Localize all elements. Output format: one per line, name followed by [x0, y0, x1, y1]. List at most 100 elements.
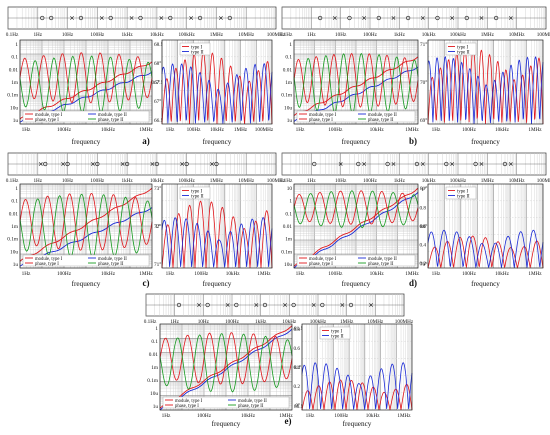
- legend-label: module, type II: [98, 113, 127, 118]
- pole-marker: [332, 16, 337, 20]
- zero-marker: [318, 15, 323, 21]
- plot-frame: [159, 323, 293, 411]
- strip-tick-label: 100kHz: [178, 178, 195, 184]
- pole-marker: [420, 162, 425, 166]
- legend-label: type I: [331, 330, 342, 335]
- y-tick-label: 1: [289, 199, 292, 205]
- strip-tick-label: 1kHz: [394, 178, 406, 184]
- series-line: [19, 193, 153, 259]
- y-tick-label-right: 71°: [420, 41, 427, 48]
- panel-label: b): [409, 136, 417, 146]
- strip-tick-label: 1Hz: [307, 32, 316, 38]
- strip-tick-label: 1MHz: [210, 178, 224, 184]
- zero-marker: [320, 302, 325, 308]
- zero-marker: [125, 161, 130, 167]
- legend-label: type I: [457, 46, 468, 51]
- strip-tick-label: 100MHz: [267, 178, 286, 184]
- strip-tick-label: 100kHz: [310, 319, 327, 325]
- plot-frame: [293, 183, 419, 269]
- x-tick-label: 1MHz: [257, 271, 271, 277]
- series-line: [159, 328, 293, 411]
- y-tick-label: 1u: [287, 118, 293, 124]
- x-axis-label: frequency: [471, 280, 500, 288]
- x-tick-label: 1MHz: [279, 413, 293, 419]
- y-tick-label-right: 66.5°: [154, 117, 165, 124]
- plot-frame: [427, 183, 544, 269]
- zero-marker: [49, 15, 54, 21]
- pole-marker: [61, 162, 66, 166]
- y-tick-label: 1: [155, 326, 158, 332]
- strip-tick-label: 1Hz: [33, 32, 42, 38]
- strip-tick-label: 10kHz: [422, 178, 437, 184]
- pole-marker: [479, 162, 484, 166]
- strip-tick-label: 10Hz: [62, 178, 74, 184]
- pole-marker: [120, 162, 125, 166]
- y-tick-label: 0.01: [283, 67, 293, 73]
- pole-marker: [369, 303, 373, 307]
- x-tick-label: 1Hz: [306, 413, 315, 419]
- y-tick-label-right: 80.5°: [294, 403, 305, 410]
- y-tick-label: 0.4: [294, 365, 301, 371]
- pole-marker: [197, 303, 201, 307]
- strip-tick-label: 100Hz: [90, 32, 105, 38]
- plot-frame: [293, 39, 419, 125]
- x-tick-label: 100Hz: [197, 413, 212, 419]
- y-tick-label: 0.2: [420, 261, 427, 267]
- legend-label: type II: [331, 335, 344, 340]
- x-tick-label: 1Hz: [162, 413, 171, 419]
- zero-marker: [464, 15, 469, 21]
- zero-marker: [385, 161, 390, 167]
- y-tick-label: 0.1m: [281, 249, 293, 255]
- strip-tick-label: 100Hz: [363, 32, 378, 38]
- x-tick-label: 1MHz: [234, 127, 248, 133]
- y-tick-label: 0.8: [294, 327, 301, 333]
- series-line: [293, 52, 419, 115]
- x-tick-label: 100Hz: [462, 271, 477, 277]
- strip-tick-label: 1MHz: [210, 32, 224, 38]
- strip-tick-label: 1kHz: [121, 178, 133, 184]
- series-line: [19, 52, 153, 104]
- series-line: [19, 55, 153, 114]
- x-tick-label: 1MHz: [139, 271, 153, 277]
- strip-tick-label: 10Hz: [62, 32, 74, 38]
- strip-tick-label: 0.1Hz: [6, 32, 19, 38]
- y-tick-label: 0.6: [420, 224, 427, 230]
- legend-label: phase, type I: [309, 118, 333, 123]
- y-tick-label: 1m: [151, 365, 159, 371]
- y-tick-label-right: 80°: [420, 223, 427, 230]
- zero-marker: [227, 15, 232, 21]
- legend-box: [319, 326, 351, 340]
- series-line: [293, 190, 419, 229]
- legend-box: [296, 110, 416, 123]
- pole-marker: [218, 16, 223, 20]
- pole-marker: [311, 303, 316, 307]
- zero-marker: [95, 161, 100, 167]
- x-tick-label: 1Hz: [22, 127, 31, 133]
- x-tick-label: 10kHz: [226, 271, 241, 277]
- x-tick-label: 100MHz: [255, 127, 274, 133]
- pole-marker: [225, 303, 230, 307]
- strip-tick-label: 100Hz: [363, 178, 378, 184]
- y-tick-label: 1m: [285, 237, 293, 243]
- x-tick-label: 100Hz: [194, 271, 209, 277]
- y-tick-label: 1: [289, 42, 292, 48]
- y-tick-label: 1: [15, 42, 18, 48]
- pole-marker: [150, 162, 155, 166]
- zero-marker: [168, 15, 173, 21]
- x-tick-label: 100Hz: [187, 127, 202, 133]
- x-axis-label: frequency: [342, 138, 371, 146]
- legend-label: phase, type I: [175, 404, 199, 409]
- x-tick-label: 1Hz: [296, 271, 305, 277]
- strip-tick-label: 10MHz: [238, 178, 255, 184]
- legend-label: module, type I: [175, 399, 203, 404]
- y-tick-label: 0.6: [294, 346, 301, 352]
- strip-tick-label: 1MHz: [481, 32, 495, 38]
- y-tick-label: 0.01: [9, 211, 19, 217]
- strip-tick-label: 100Hz: [225, 319, 240, 325]
- zero-marker: [347, 15, 352, 21]
- zero-marker: [138, 15, 143, 21]
- pole-marker: [210, 162, 214, 166]
- x-tick-label: 100Hz: [328, 127, 343, 133]
- panel-e: 0.1Hz 1Hz 10Hz 100Hz 1kHz 10kHz 100kHz 1MHz 10MH…: [144, 293, 414, 428]
